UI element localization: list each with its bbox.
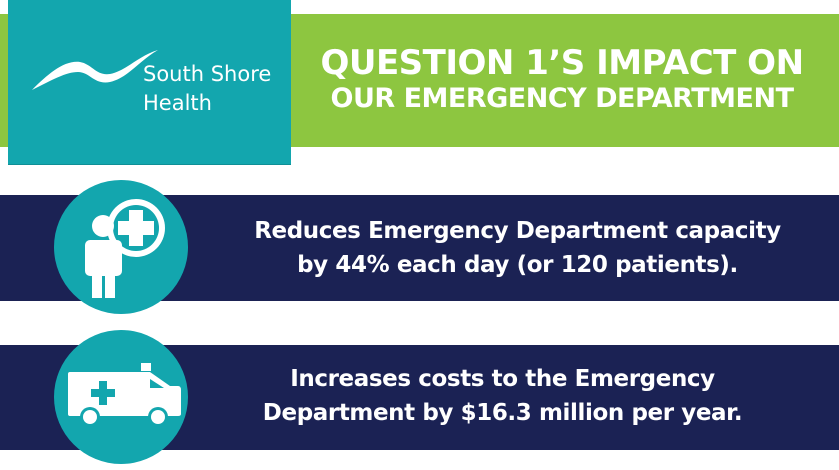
impact-icon-circle (54, 330, 188, 464)
impact-costs-line2: Department by $16.3 million per year. (262, 400, 743, 426)
ambulance-icon (68, 363, 181, 427)
impact-capacity-text: Reduces Emergency Department capacity by… (205, 214, 830, 282)
impact-costs-line1: Increases costs to the Emergency (290, 366, 715, 392)
page-title-line1: QUESTION 1’S IMPACT ON (320, 43, 804, 83)
page-title: QUESTION 1’S IMPACT ON OUR EMERGENCY DEP… (302, 44, 822, 116)
brand-name-line1: South Shore (143, 62, 272, 86)
page-title-line2: OUR EMERGENCY DEPARTMENT (330, 83, 794, 114)
impact-icon-circle (54, 180, 188, 314)
impact-capacity-line1: Reduces Emergency Department capacity (254, 218, 781, 244)
patient-cross-icon (85, 199, 165, 298)
brand-name-line2: Health (143, 91, 212, 115)
brand-name: South Shore Health (143, 60, 271, 118)
impact-capacity-line2: by 44% each day (or 120 patients). (297, 252, 738, 278)
impact-costs-text: Increases costs to the Emergency Departm… (225, 362, 780, 430)
brand-logo-box: South Shore Health (8, 0, 291, 165)
bird-wave-logo-icon (32, 50, 158, 90)
